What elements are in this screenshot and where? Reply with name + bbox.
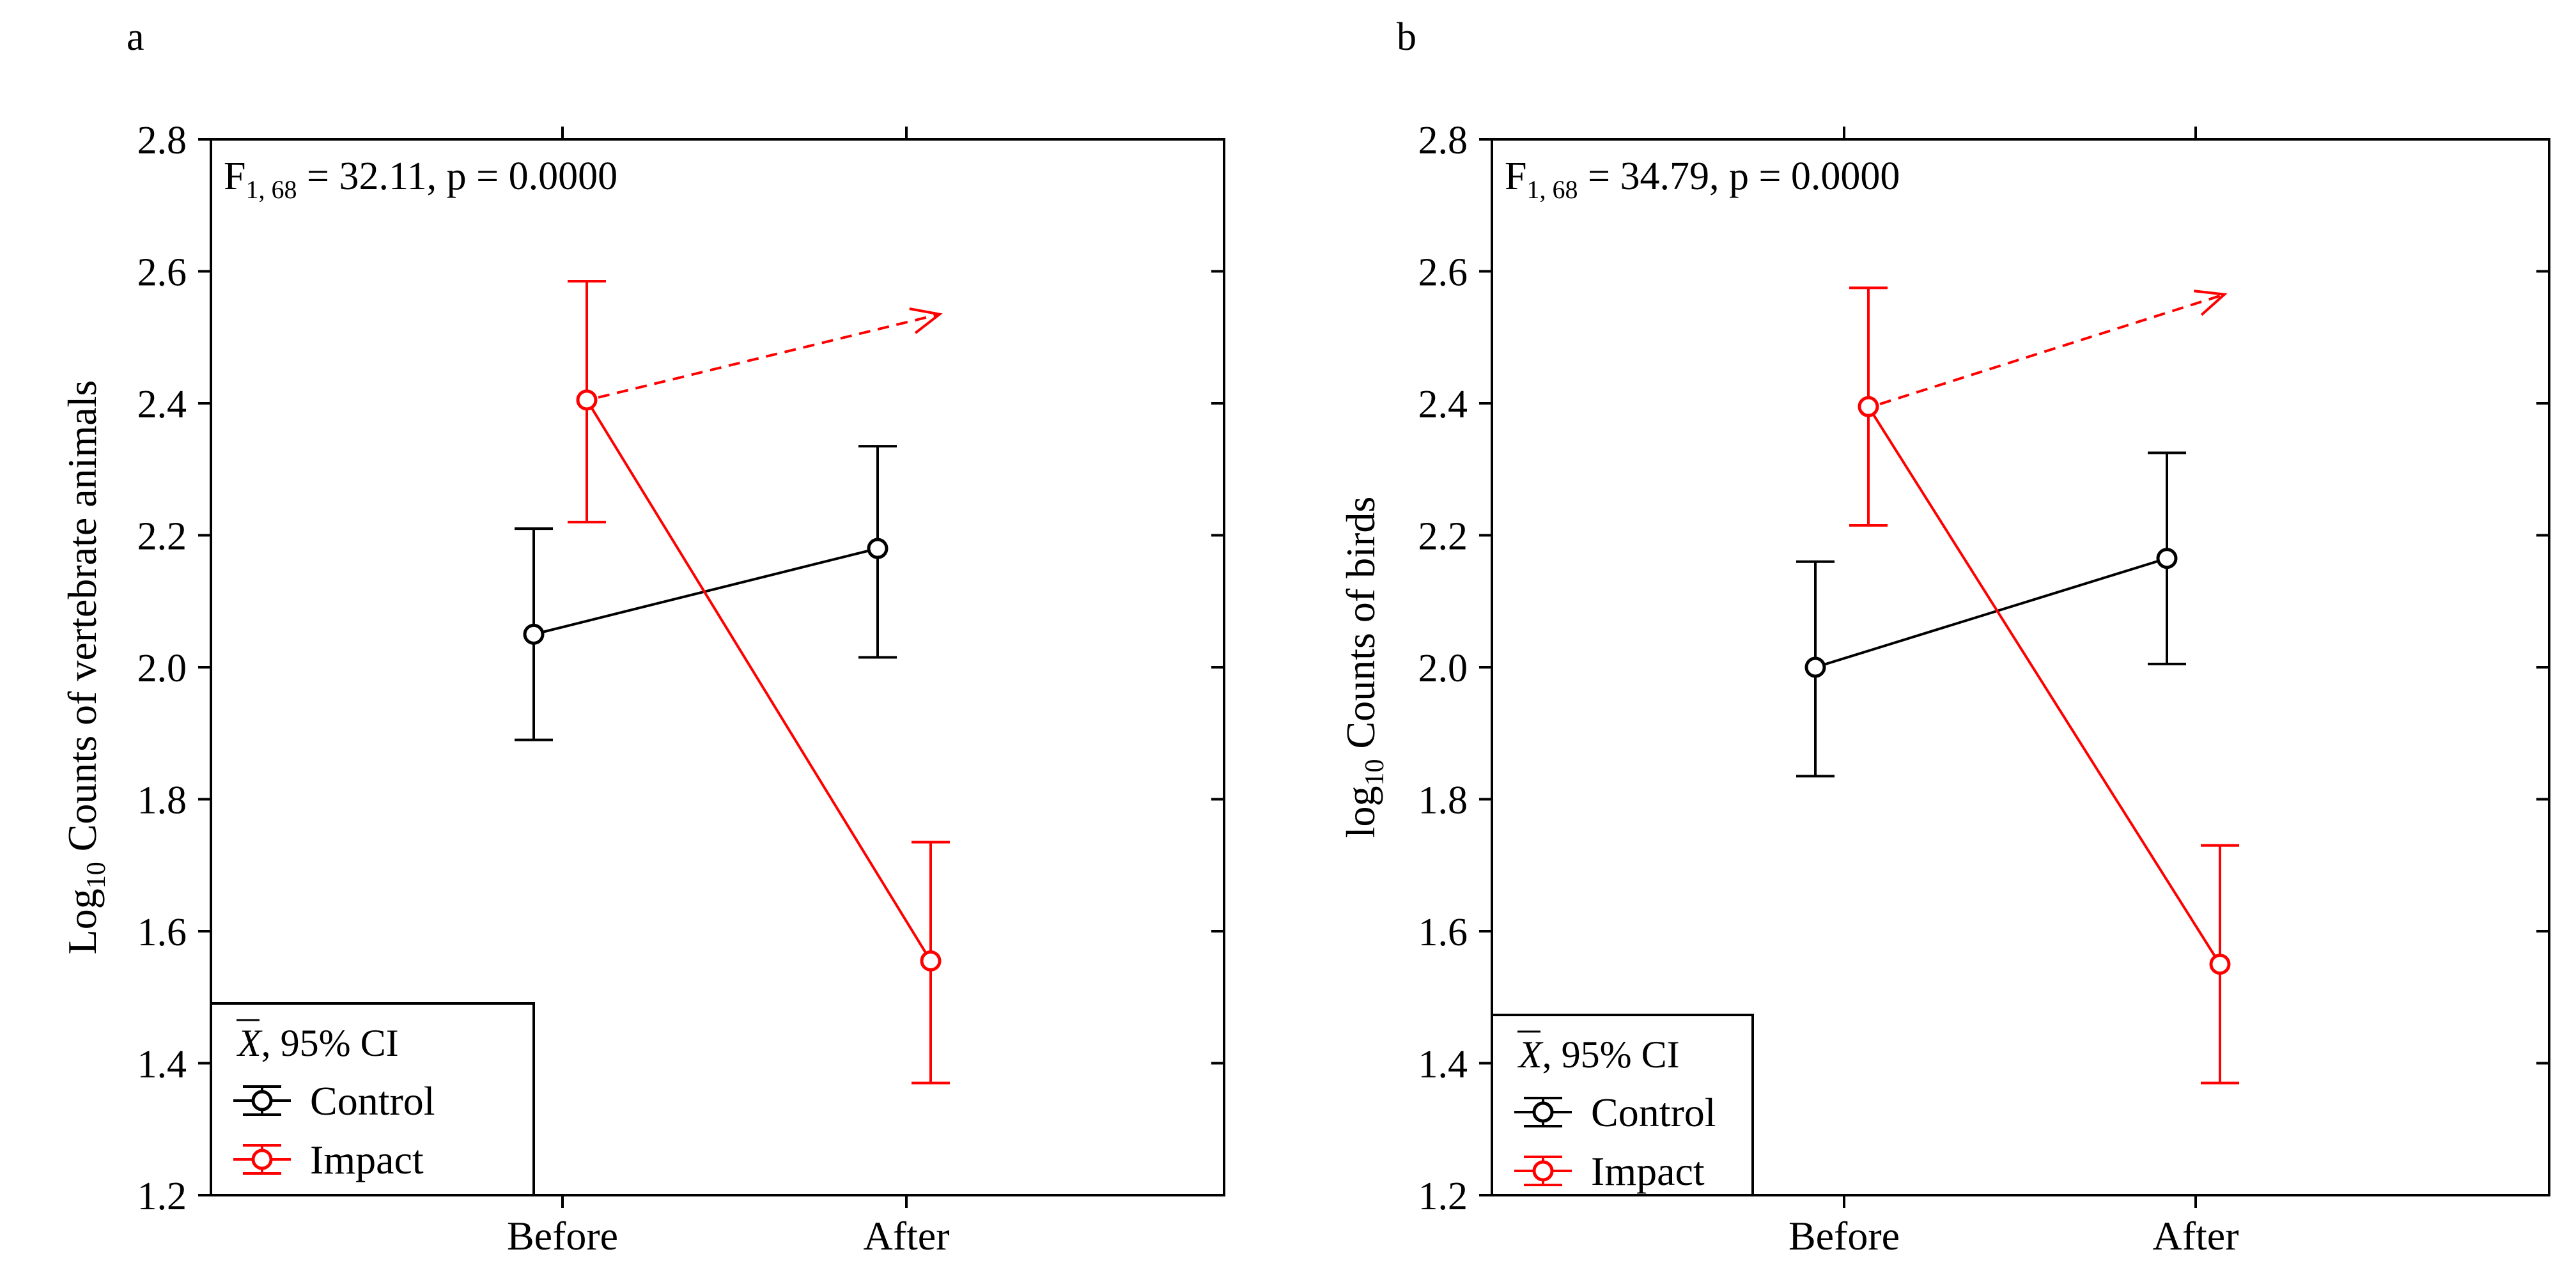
- data-point-control: [2156, 548, 2178, 569]
- legend-swatch-marker: [1532, 1101, 1554, 1123]
- y-tick-label: 1.2: [1418, 1175, 1468, 1218]
- trend-arrow-head: [909, 307, 943, 334]
- legend-title-rest: , 95% CI: [261, 1022, 399, 1064]
- stat-rest: = 32.11, p = 0.0000: [297, 155, 617, 198]
- y-tick-label: 2.4: [1418, 383, 1468, 426]
- y-tick-label: 2.8: [137, 119, 187, 162]
- legend-item-label: Control: [1591, 1090, 1716, 1135]
- legend-title: X, 95% CI: [237, 1022, 399, 1064]
- data-point-impact: [2209, 954, 2231, 975]
- x-tick-label: Before: [1788, 1213, 1900, 1258]
- y-tick-label: 1.8: [1418, 779, 1468, 823]
- stat-subscript: 1, 68: [245, 175, 297, 204]
- chart-panel-a: a 1.2 1.4 1.6 1.8 2.0 2.2 2.4 2.6 2.8 Before After L…: [59, 15, 1225, 1258]
- x-tick-label: After: [2152, 1213, 2238, 1258]
- series-line-impact: [1867, 406, 2221, 965]
- trend-arrow-line: [598, 313, 940, 399]
- y-tick-label: 2.6: [137, 251, 187, 295]
- y-tick-label: 2.6: [1418, 251, 1468, 295]
- series-line-impact: [586, 399, 932, 962]
- stat-main: F: [1505, 155, 1526, 198]
- stat-annotation: F1, 68 = 34.79, p = 0.0000: [1505, 155, 1900, 204]
- stat-subscript: 1, 68: [1526, 175, 1578, 204]
- y-tick-label: 2.2: [137, 515, 187, 559]
- y-axis-label-rest: Counts of birds: [1338, 497, 1383, 759]
- legend-title-symbol: X: [1517, 1033, 1544, 1076]
- y-tick-label: 1.4: [137, 1043, 187, 1087]
- legend: X, 95% CI Control Impact: [1491, 1014, 1754, 1196]
- trend-arrow-head: [2194, 290, 2228, 316]
- series-line-control: [533, 547, 878, 636]
- legend-title-rest: , 95% CI: [1542, 1033, 1680, 1076]
- legend: X, 95% CI Control Impact: [210, 1002, 535, 1196]
- chart-panel-b: b 1.2 1.4 1.6 1.8 2.0 2.2 2.4 2.6 2.8 Before After l…: [1338, 15, 2550, 1258]
- y-tick-label: 1.8: [137, 779, 187, 823]
- y-axis-label-subscript: 10: [82, 862, 111, 888]
- data-point-impact: [1858, 396, 1879, 417]
- y-tick-label: 1.6: [1418, 911, 1468, 954]
- x-tick-label: After: [863, 1213, 949, 1258]
- stat-main: F: [224, 155, 245, 198]
- panel-label: b: [1397, 15, 1416, 59]
- legend-item-label: Impact: [1591, 1149, 1705, 1194]
- x-tick-label: Before: [507, 1213, 618, 1258]
- stat-rest: = 34.79, p = 0.0000: [1578, 155, 1900, 198]
- legend-item-label: Impact: [310, 1137, 424, 1182]
- y-tick-label: 2.2: [1418, 515, 1468, 559]
- data-point-control: [1804, 656, 1826, 678]
- y-axis-label-subscript: 10: [1360, 759, 1390, 786]
- y-axis-label-main: Log: [59, 888, 105, 954]
- legend-item-label: Control: [310, 1078, 435, 1124]
- data-point-control: [523, 623, 545, 645]
- y-tick-label: 1.6: [137, 911, 187, 954]
- y-tick-label: 2.0: [1418, 647, 1468, 690]
- trend-arrow-line: [1879, 293, 2225, 406]
- y-tick-label: 2.0: [137, 647, 187, 690]
- y-tick-label: 2.4: [137, 383, 187, 426]
- legend-title: X, 95% CI: [1517, 1033, 1680, 1076]
- data-point-control: [867, 538, 888, 559]
- y-axis-label-rest: Counts of vertebrate animals: [59, 380, 105, 862]
- legend-swatch-marker: [251, 1149, 273, 1170]
- data-point-impact: [920, 950, 942, 971]
- legend-swatch-marker: [1532, 1160, 1554, 1182]
- y-axis-label-main: log: [1338, 786, 1383, 838]
- data-point-impact: [576, 389, 598, 411]
- y-tick-label: 1.2: [137, 1175, 187, 1218]
- series-line-control: [1815, 557, 2168, 669]
- panel-label: a: [127, 15, 144, 59]
- legend-title-symbol: X: [237, 1022, 263, 1064]
- legend-swatch-marker: [251, 1090, 273, 1111]
- y-tick-label: 1.4: [1418, 1043, 1468, 1087]
- y-axis-label: Log10 Counts of vertebrate animals: [59, 380, 111, 955]
- stat-annotation: F1, 68 = 32.11, p = 0.0000: [224, 155, 617, 204]
- y-tick-label: 2.8: [1418, 119, 1468, 162]
- y-axis-label: log10 Counts of birds: [1338, 497, 1390, 838]
